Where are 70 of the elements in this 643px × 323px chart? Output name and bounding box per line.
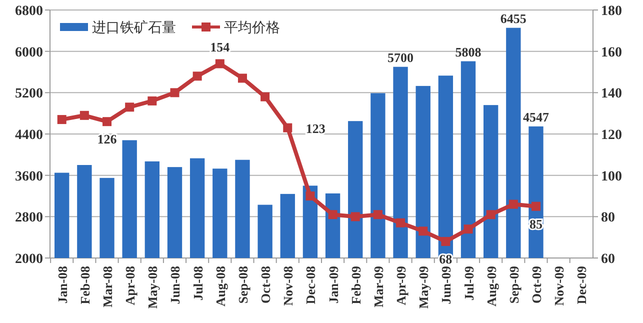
x-tick-label: Jun-09 bbox=[438, 266, 454, 304]
point bbox=[486, 210, 496, 220]
x-tick-label: Mar-09 bbox=[370, 266, 386, 308]
point bbox=[350, 212, 360, 222]
y-tick-label: 5200 bbox=[15, 86, 43, 102]
point bbox=[283, 123, 292, 132]
x-tick-label: May-08 bbox=[145, 266, 160, 309]
x-tick-label: Dec-09 bbox=[574, 266, 590, 304]
y2-tick-label: 140 bbox=[601, 86, 622, 102]
x-tick-label: Jul-08 bbox=[190, 266, 206, 301]
point bbox=[464, 224, 473, 234]
data-label: 126 bbox=[97, 132, 118, 147]
data-label: 5700 bbox=[388, 50, 414, 65]
x-tick-label: Feb-08 bbox=[77, 266, 92, 304]
y-tick-label: 2800 bbox=[15, 210, 43, 226]
data-label: 123 bbox=[306, 120, 326, 136]
data-label: 85 bbox=[529, 216, 543, 232]
y2-tick-label: 60 bbox=[601, 252, 615, 267]
point bbox=[306, 192, 315, 200]
y-tick-label: 2000 bbox=[15, 252, 43, 267]
x-tick-label: Aug-08 bbox=[212, 266, 228, 306]
legend-label: 进口铁矿石量 bbox=[92, 20, 176, 36]
point bbox=[102, 117, 112, 126]
point bbox=[125, 102, 134, 112]
x-tick-label: Apr-08 bbox=[122, 266, 138, 306]
data-label: 5808 bbox=[455, 44, 482, 60]
x-tick-label: Jan-09 bbox=[326, 266, 341, 304]
x-tick-label: Nov-08 bbox=[280, 266, 296, 306]
point bbox=[57, 115, 66, 124]
data-label: 154 bbox=[210, 40, 230, 55]
point bbox=[192, 72, 202, 81]
x-tick-label: Mar-08 bbox=[100, 266, 116, 308]
point bbox=[373, 210, 382, 220]
x-tick-label: Aug-09 bbox=[484, 266, 499, 306]
y-tick-label: 6000 bbox=[15, 45, 43, 60]
point bbox=[441, 236, 450, 246]
x-tick-label: Jun-08 bbox=[168, 266, 183, 304]
point bbox=[170, 88, 180, 98]
point bbox=[215, 59, 224, 68]
x-tick-label: Jan-08 bbox=[54, 266, 70, 304]
point bbox=[508, 200, 518, 209]
x-tick-label: Dec-08 bbox=[303, 266, 318, 304]
point bbox=[148, 96, 157, 106]
x-tick-label: Oct-09 bbox=[528, 266, 544, 304]
point bbox=[328, 210, 338, 220]
point bbox=[238, 74, 247, 83]
y-tick-label: 6800 bbox=[15, 4, 43, 19]
data-label: 6455 bbox=[500, 10, 527, 26]
x-tick-label: May-09 bbox=[416, 266, 432, 309]
legend-label: 平均价格 bbox=[224, 20, 280, 36]
data-label: 4547 bbox=[522, 109, 550, 124]
point bbox=[80, 110, 89, 120]
x-tick-label: Feb-09 bbox=[348, 266, 364, 304]
point bbox=[531, 202, 540, 211]
x-tick-label: Sep-09 bbox=[506, 266, 522, 304]
point bbox=[396, 218, 406, 228]
y2-tick-label: 180 bbox=[601, 4, 622, 19]
y-tick-label: 4400 bbox=[15, 128, 43, 143]
y2-tick-label: 120 bbox=[601, 128, 622, 143]
y2-tick-label: 100 bbox=[601, 169, 622, 184]
y2-tick-label: 160 bbox=[601, 45, 622, 60]
x-tick-label: Sep-08 bbox=[235, 266, 250, 304]
x-tick-label: Nov-09 bbox=[552, 266, 567, 306]
x-tick-label: Oct-08 bbox=[258, 266, 274, 304]
x-tick-label: Apr-09 bbox=[394, 266, 409, 306]
point bbox=[260, 92, 270, 102]
x-tick-label: Jul-09 bbox=[461, 266, 476, 301]
point bbox=[418, 226, 428, 236]
y-tick-label: 3600 bbox=[15, 169, 43, 184]
y2-tick-label: 80 bbox=[601, 210, 615, 226]
